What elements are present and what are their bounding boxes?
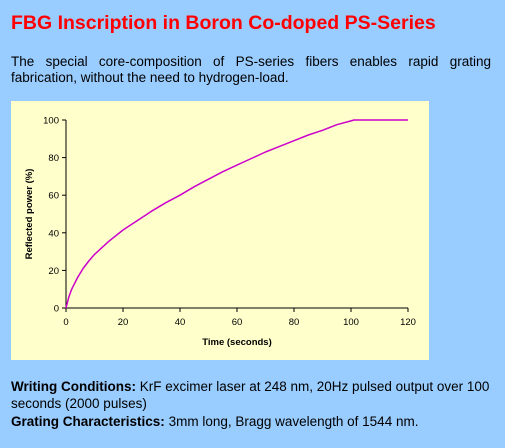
writing-conditions: Writing Conditions: KrF excimer laser at… — [11, 379, 493, 412]
x-tick-label: 80 — [289, 317, 300, 328]
grating-characteristics-label: Grating Characteristics: — [11, 414, 165, 429]
y-tick-label: 100 — [43, 116, 59, 127]
x-tick-label: 60 — [232, 317, 243, 328]
y-tick-label: 80 — [48, 153, 59, 164]
reflected-power-line — [65, 119, 408, 309]
y-tick-label: 0 — [54, 304, 59, 315]
x-tick-label: 0 — [63, 317, 68, 328]
intro-paragraph: The special core-composition of PS-serie… — [11, 54, 491, 85]
grating-characteristics-text: 3mm long, Bragg wavelength of 1544 nm. — [164, 414, 419, 429]
notes-block: Writing Conditions: KrF excimer laser at… — [11, 379, 493, 431]
y-tick-label: 40 — [48, 228, 59, 239]
x-tick-label: 40 — [175, 317, 186, 328]
grating-characteristics: Grating Characteristics: 3mm long, Bragg… — [11, 414, 493, 431]
x-tick-label: 20 — [118, 317, 129, 328]
y-tick-label: 60 — [48, 191, 59, 202]
y-tick-label: 20 — [48, 266, 59, 277]
y-axis-title: Reflected power (%) — [24, 169, 35, 260]
chart-panel: 0 20 40 60 80 100 0 20 40 60 80 100 120 Time (seconds… — [11, 101, 429, 360]
x-tick-label: 100 — [343, 317, 359, 328]
x-axis-title: Time (seconds) — [202, 337, 272, 348]
x-tick-label: 120 — [400, 317, 416, 328]
writing-conditions-label: Writing Conditions: — [11, 379, 136, 394]
page-title: FBG Inscription in Boron Co-doped PS-Ser… — [11, 12, 436, 34]
reflected-power-chart: 0 20 40 60 80 100 0 20 40 60 80 100 120 Time (seconds… — [24, 116, 416, 349]
writing-conditions-text: KrF excimer laser at 248 nm, 20Hz pulsed… — [11, 379, 490, 411]
